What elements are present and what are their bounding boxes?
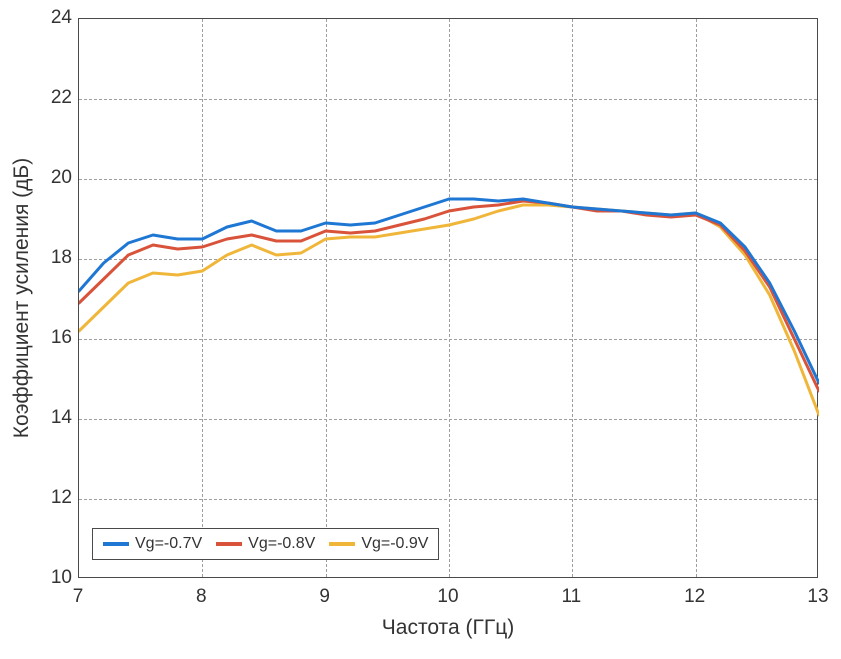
y-tick-label: 14 [42, 407, 72, 429]
x-tick-label: 13 [807, 586, 828, 608]
y-tick-label: 20 [42, 167, 72, 189]
y-tick-label: 16 [42, 327, 72, 349]
grid-line-v [202, 19, 203, 577]
legend-item: Vg=-0.7V [103, 535, 202, 553]
legend-swatch [103, 542, 129, 546]
grid-line-h [79, 339, 817, 340]
x-tick-label: 9 [319, 586, 330, 608]
grid-line-v [696, 19, 697, 577]
grid-line-h [79, 99, 817, 100]
legend-swatch [216, 542, 242, 546]
x-tick-label: 11 [561, 586, 581, 608]
legend: Vg=-0.7V Vg=-0.8V Vg=-0.9V [92, 528, 439, 560]
legend-swatch [329, 542, 355, 546]
legend-label: Vg=-0.7V [135, 535, 202, 553]
legend-item: Vg=-0.9V [329, 535, 428, 553]
legend-item: Vg=-0.8V [216, 535, 315, 553]
grid-line-h [79, 179, 817, 180]
gain-chart: Коэффициент усиления (дБ) Частота (ГГц) … [0, 0, 841, 659]
grid-line-v [572, 19, 573, 577]
x-tick-label: 7 [73, 586, 84, 608]
x-tick-label: 12 [684, 586, 705, 608]
grid-line-h [79, 499, 817, 500]
legend-label: Vg=-0.9V [361, 535, 428, 553]
x-tick-label: 10 [437, 586, 458, 608]
x-axis-label: Частота (ГГц) [382, 616, 514, 640]
y-tick-label: 18 [42, 247, 72, 269]
grid-line-h [79, 419, 817, 420]
plot-area [78, 18, 818, 578]
grid-line-h [79, 259, 817, 260]
legend-label: Vg=-0.8V [248, 535, 315, 553]
y-tick-label: 22 [42, 87, 72, 109]
y-tick-label: 12 [42, 487, 72, 509]
grid-line-v [449, 19, 450, 577]
y-axis-label: Коэффициент усиления (дБ) [10, 158, 34, 438]
y-tick-label: 24 [42, 7, 72, 29]
grid-line-v [326, 19, 327, 577]
x-tick-label: 8 [196, 586, 207, 608]
y-tick-label: 10 [42, 567, 72, 589]
